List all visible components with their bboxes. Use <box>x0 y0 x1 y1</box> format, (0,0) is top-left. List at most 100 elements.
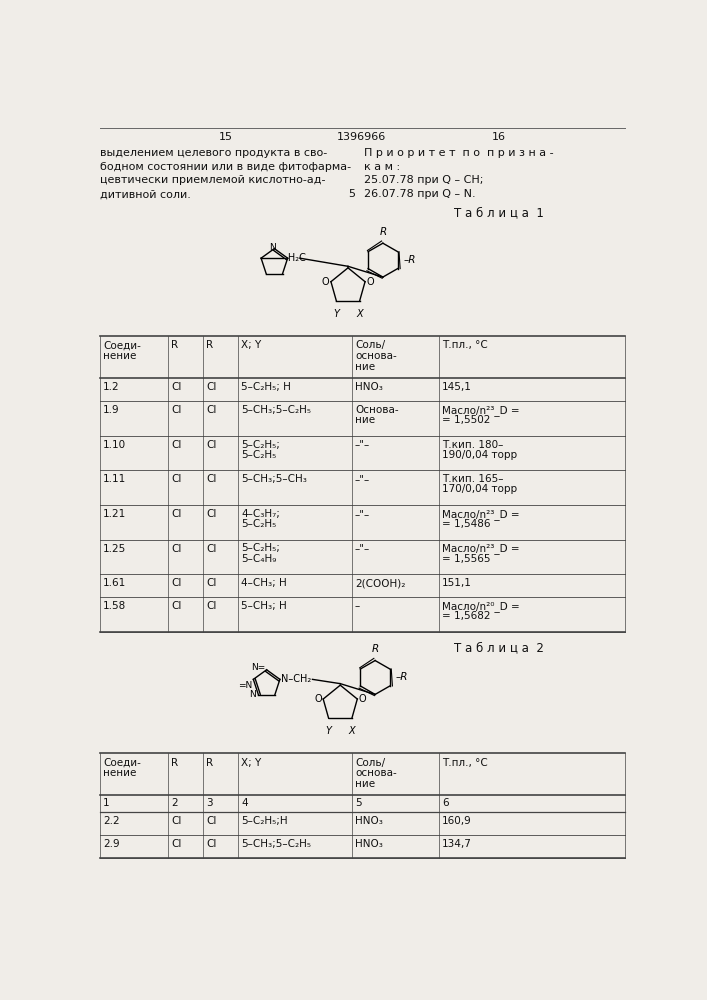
Text: 5–C₂H₅; H: 5–C₂H₅; H <box>241 382 291 392</box>
Text: –R: –R <box>404 255 416 265</box>
Text: Cl: Cl <box>171 578 182 588</box>
Text: Cl: Cl <box>206 405 216 415</box>
Text: Масло/n²³_D =: Масло/n²³_D = <box>442 544 520 554</box>
Text: к а м :: к а м : <box>363 162 399 172</box>
Text: X; Y: X; Y <box>241 340 262 350</box>
Text: –"–: –"– <box>355 509 370 519</box>
Text: 170/0,04 торр: 170/0,04 торр <box>442 484 517 494</box>
Text: 4–CH₃; H: 4–CH₃; H <box>241 578 287 588</box>
Text: 190/0,04 торр: 190/0,04 торр <box>442 450 517 460</box>
Text: 1.9: 1.9 <box>103 405 119 415</box>
Text: Cl: Cl <box>206 578 216 588</box>
Text: –"–: –"– <box>355 544 370 554</box>
Text: =N: =N <box>238 681 252 690</box>
Text: Cl: Cl <box>206 601 216 611</box>
Text: 134,7: 134,7 <box>442 839 472 849</box>
Text: 5: 5 <box>349 189 356 199</box>
Text: 5–C₂H₅;: 5–C₂H₅; <box>241 544 280 554</box>
Text: –"–: –"– <box>355 440 370 450</box>
Text: Cl: Cl <box>206 839 216 849</box>
Text: = 1,5502: = 1,5502 <box>442 415 490 425</box>
Text: R: R <box>379 227 387 237</box>
Text: 2.2: 2.2 <box>103 816 119 826</box>
Text: R: R <box>171 340 178 350</box>
Text: основа-: основа- <box>355 351 397 361</box>
Text: 2.9: 2.9 <box>103 839 119 849</box>
Text: 1.21: 1.21 <box>103 509 127 519</box>
Text: X: X <box>356 309 363 319</box>
Text: –R: –R <box>396 672 409 682</box>
Text: ние: ние <box>355 362 375 372</box>
Text: N: N <box>250 690 256 699</box>
Text: Т а б л и ц а  1: Т а б л и ц а 1 <box>454 206 544 219</box>
Text: Cl: Cl <box>171 405 182 415</box>
Text: –"–: –"– <box>355 474 370 484</box>
Text: HNO₃: HNO₃ <box>355 382 383 392</box>
Text: Основа-: Основа- <box>355 405 399 415</box>
Text: R: R <box>206 340 214 350</box>
Text: Соль/: Соль/ <box>355 340 385 350</box>
Text: Т.пл., °С: Т.пл., °С <box>442 340 488 350</box>
Text: 15: 15 <box>218 132 233 142</box>
Text: 5: 5 <box>355 798 361 808</box>
Text: O: O <box>359 694 366 704</box>
Text: Т.кип. 180–: Т.кип. 180– <box>442 440 503 450</box>
Text: Y: Y <box>326 726 332 736</box>
Text: Cl: Cl <box>171 474 182 484</box>
Text: 5–C₄H₉: 5–C₄H₉ <box>241 554 276 564</box>
Text: П р и о р и т е т  п о  п р и з н а -: П р и о р и т е т п о п р и з н а - <box>363 148 553 158</box>
Text: 160,9: 160,9 <box>442 816 472 826</box>
Text: основа-: основа- <box>355 768 397 778</box>
Text: –: – <box>355 601 361 611</box>
Text: HNO₃: HNO₃ <box>355 839 383 849</box>
Text: N–CH₂: N–CH₂ <box>281 674 312 684</box>
Text: R: R <box>171 758 178 768</box>
Text: 1: 1 <box>103 798 110 808</box>
Text: 2: 2 <box>171 798 178 808</box>
Text: 1.10: 1.10 <box>103 440 127 450</box>
Text: цевтически приемлемой кислотно-ад-: цевтически приемлемой кислотно-ад- <box>100 175 325 185</box>
Text: 2(COOH)₂: 2(COOH)₂ <box>355 578 405 588</box>
Text: = 1,5682: = 1,5682 <box>442 611 490 621</box>
Text: Соеди-: Соеди- <box>103 340 141 350</box>
Text: Cl: Cl <box>206 544 216 554</box>
Text: 25.07.78 при Q – CH;: 25.07.78 при Q – CH; <box>363 175 483 185</box>
Text: 1.2: 1.2 <box>103 382 119 392</box>
Text: = 1,5565: = 1,5565 <box>442 554 490 564</box>
Text: HNO₃: HNO₃ <box>355 816 383 826</box>
Text: 5–CH₃;5–CH₃: 5–CH₃;5–CH₃ <box>241 474 307 484</box>
Text: Cl: Cl <box>206 474 216 484</box>
Text: Cl: Cl <box>171 839 182 849</box>
Text: 4: 4 <box>241 798 247 808</box>
Text: 5–CH₃;5–C₂H₅: 5–CH₃;5–C₂H₅ <box>241 839 311 849</box>
Text: Cl: Cl <box>171 601 182 611</box>
Text: Cl: Cl <box>171 544 182 554</box>
Text: 5–C₂H₅: 5–C₂H₅ <box>241 450 276 460</box>
Text: Т.пл., °С: Т.пл., °С <box>442 758 488 768</box>
Text: 26.07.78 при Q – N.: 26.07.78 при Q – N. <box>363 189 475 199</box>
Text: Масло/n²⁰_D =: Масло/n²⁰_D = <box>442 601 520 612</box>
Text: O: O <box>322 277 329 287</box>
Text: 5–CH₃;5–C₂H₅: 5–CH₃;5–C₂H₅ <box>241 405 311 415</box>
Text: O: O <box>314 694 322 704</box>
Text: Cl: Cl <box>171 816 182 826</box>
Text: 151,1: 151,1 <box>442 578 472 588</box>
Text: 16: 16 <box>492 132 506 142</box>
Text: Cl: Cl <box>171 382 182 392</box>
Text: Т а б л и ц а  2: Т а б л и ц а 2 <box>454 641 544 654</box>
Text: 3: 3 <box>206 798 213 808</box>
Text: 5–C₂H₅;: 5–C₂H₅; <box>241 440 280 450</box>
Text: O: O <box>367 277 374 287</box>
Text: 6: 6 <box>442 798 448 808</box>
Text: R: R <box>371 644 379 654</box>
Text: нение: нение <box>103 351 136 361</box>
Text: 1.25: 1.25 <box>103 544 127 554</box>
Text: X: X <box>349 726 355 736</box>
Text: 1396966: 1396966 <box>337 132 387 142</box>
Text: Масло/n²³_D =: Масло/n²³_D = <box>442 509 520 520</box>
Text: 1.11: 1.11 <box>103 474 127 484</box>
Text: ние: ние <box>355 415 375 425</box>
Text: нение: нение <box>103 768 136 778</box>
Text: Cl: Cl <box>206 440 216 450</box>
Text: Соеди-: Соеди- <box>103 758 141 768</box>
